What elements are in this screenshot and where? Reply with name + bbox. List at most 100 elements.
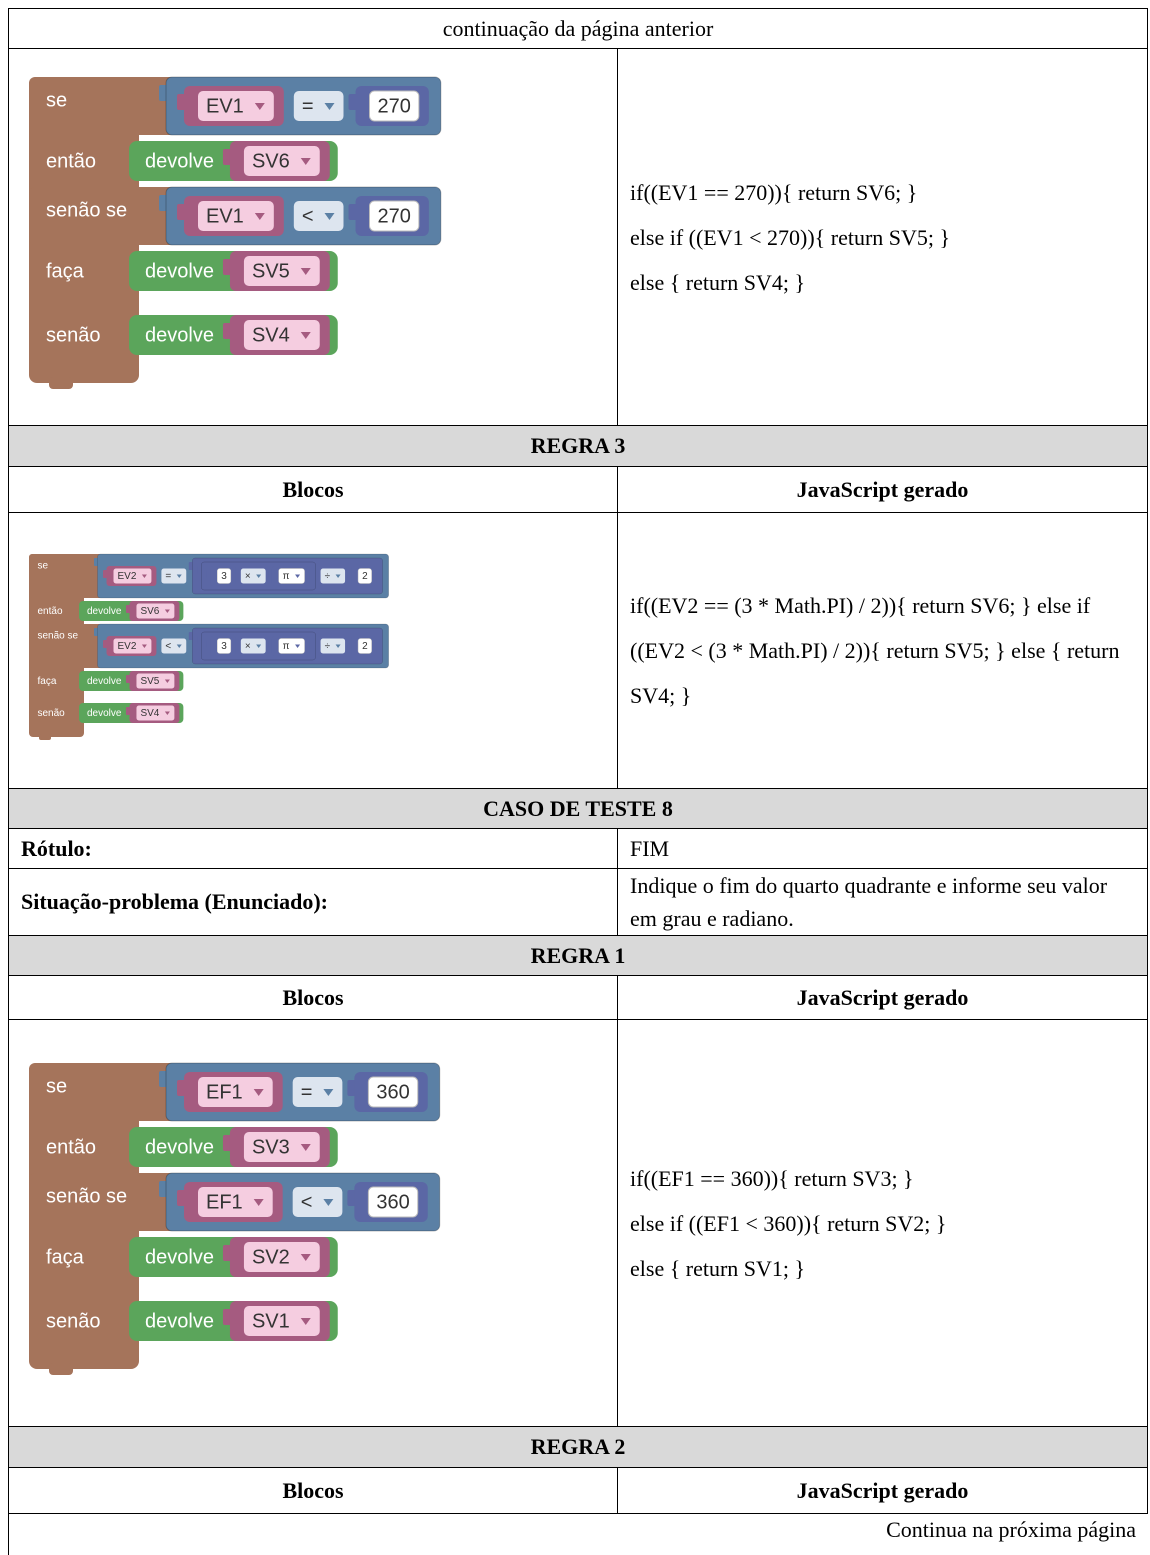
field-text: SV4 xyxy=(252,324,290,346)
field-text: ÷ xyxy=(325,641,331,652)
dropdown-arrow xyxy=(254,213,265,220)
keyword: faça xyxy=(46,260,85,282)
continued-note: continuação da página anterior xyxy=(7,8,1149,49)
field-text: 360 xyxy=(376,1081,409,1103)
field xyxy=(217,638,232,654)
return-word: devolve xyxy=(145,1136,214,1158)
blockly-blocks: se então senão se faça senão EV2 = 3 × π ÷ 2 devolve… xyxy=(29,553,389,740)
field xyxy=(278,638,305,654)
code-cell: if((EF1 == 360)){ return SV3; } else if … xyxy=(616,1019,1149,1427)
field-text: SV3 xyxy=(252,1136,290,1158)
field-text: SV2 xyxy=(252,1246,290,1268)
field-text: × xyxy=(245,571,251,582)
field xyxy=(243,256,320,286)
row: se então senão se faça senão EF1 = 360 devolve SV… xyxy=(8,1019,1149,1427)
row: CASO DE TESTE 8 xyxy=(7,788,1149,829)
condition: EF1 = 360 xyxy=(159,1062,441,1122)
inputs: EF1 = 360 devolve SV3 EF1 <360 devolve SV2 devolv… xyxy=(129,1062,441,1341)
field-text: = xyxy=(302,95,314,117)
blockly-blocks: se então senão se faça senão EV1 = 270 devolve SV… xyxy=(29,76,442,389)
statement-arm xyxy=(29,554,104,598)
column-header: Blocos xyxy=(8,1467,618,1514)
section-title: CASO DE TESTE 8 xyxy=(7,788,1149,829)
dropdown-arrow xyxy=(256,574,262,578)
field-text: SV6 xyxy=(140,606,159,617)
field xyxy=(243,146,320,176)
field-key: Situação-problema (Enunciado): xyxy=(8,868,618,936)
dropdown-arrow xyxy=(295,644,301,648)
dropdown-arrow xyxy=(323,1089,334,1096)
statement-arm xyxy=(29,1063,179,1121)
field xyxy=(136,603,175,619)
field xyxy=(243,1132,320,1162)
return-word: devolve xyxy=(145,324,214,346)
field xyxy=(240,638,266,654)
return-word: devolve xyxy=(87,676,122,687)
blocks-cell: se então senão se faça senão EV2 = 3 × π ÷ 2 devolve… xyxy=(8,512,618,789)
field-text: ÷ xyxy=(325,571,331,582)
code-line: else { return SV1; } xyxy=(630,1255,806,1281)
bottom-tab xyxy=(49,377,73,389)
dropdown-arrow xyxy=(324,213,335,220)
field-value: Indique o fim do quarto quadrante e info… xyxy=(616,868,1149,936)
row: Blocos JavaScript gerado xyxy=(8,1467,1149,1514)
column-header: Blocos xyxy=(8,975,618,1020)
return-word: devolve xyxy=(145,150,214,172)
field-text: < xyxy=(301,1191,313,1213)
keyword: se xyxy=(46,89,67,111)
field-text: EF1 xyxy=(206,1191,243,1213)
keyword: senão se xyxy=(46,1185,127,1207)
field-text: SV1 xyxy=(252,1310,290,1332)
keywords: se então senão se faça senão xyxy=(46,89,127,346)
field-text: 3 xyxy=(221,641,227,652)
dropdown-arrow xyxy=(300,1318,311,1325)
dropdown-arrow xyxy=(300,1144,311,1151)
field xyxy=(357,568,372,584)
field xyxy=(292,1187,343,1217)
row: se então senão se faça senão EV1 = 270 devolve SV… xyxy=(8,48,1149,426)
dropdown-arrow xyxy=(254,103,265,110)
column-header: JavaScript gerado xyxy=(616,1467,1149,1514)
inputs: EV1 = 270 devolve SV6 EV1 <270 devolve SV5 devolv… xyxy=(129,76,442,355)
column-header: Blocos xyxy=(8,466,618,513)
row: Blocos JavaScript gerado xyxy=(8,975,1149,1020)
keywords: se então senão se faça senão xyxy=(38,561,79,720)
field xyxy=(240,568,266,584)
code-cell: if((EV1 == 270)){ return SV6; } else if … xyxy=(616,48,1149,426)
field xyxy=(161,638,187,654)
field-value: FIM xyxy=(616,828,1149,869)
inputs: EV2 = 3 × π ÷ 2 devolve SV6 EV2 <3 × π ÷ 2 devolve SV5 de… xyxy=(79,553,389,723)
keyword: senão xyxy=(46,1310,101,1332)
blocks-cell: se então senão se faça senão EV1 = 270 devolve SV… xyxy=(8,48,618,426)
row: se então senão se faça senão EV2 = 3 × π ÷ 2 devolve… xyxy=(8,512,1149,789)
keyword: senão se xyxy=(38,631,79,642)
field xyxy=(198,201,274,231)
dropdown-arrow xyxy=(253,1199,264,1206)
field-text: < xyxy=(165,641,171,652)
field-text: < xyxy=(302,205,314,227)
field-text: = xyxy=(301,1081,313,1103)
section-title: REGRA 1 xyxy=(7,935,1149,976)
row: REGRA 1 xyxy=(7,935,1149,976)
code-cell: if((EV2 == (3 * Math.PI) / 2)){ return S… xyxy=(616,512,1149,789)
section-title: REGRA 3 xyxy=(7,425,1149,467)
field xyxy=(278,568,305,584)
field xyxy=(320,638,346,654)
field xyxy=(367,1186,419,1218)
code-line: if((EV1 == 270)){ return SV6; } xyxy=(630,179,918,205)
dropdown-arrow xyxy=(323,1199,334,1206)
column-header: JavaScript gerado xyxy=(616,466,1149,513)
code-line: else if ((EF1 < 360)){ return SV2; } xyxy=(630,1210,947,1236)
field xyxy=(198,1077,273,1107)
code-line: else if ((EV1 < 270)){ return SV5; } xyxy=(630,224,951,250)
return-word: devolve xyxy=(145,260,214,282)
field-text: EV2 xyxy=(118,641,137,652)
block-group: se então senão se faça senão EV1 = 270 devolve SV… xyxy=(29,76,442,389)
field-text: EF1 xyxy=(206,1081,243,1103)
dropdown-arrow xyxy=(300,268,311,275)
condition: EV1 <270 xyxy=(159,186,442,246)
return-word: devolve xyxy=(87,708,122,719)
return-word: devolve xyxy=(87,606,122,617)
statement-block xyxy=(29,554,104,740)
